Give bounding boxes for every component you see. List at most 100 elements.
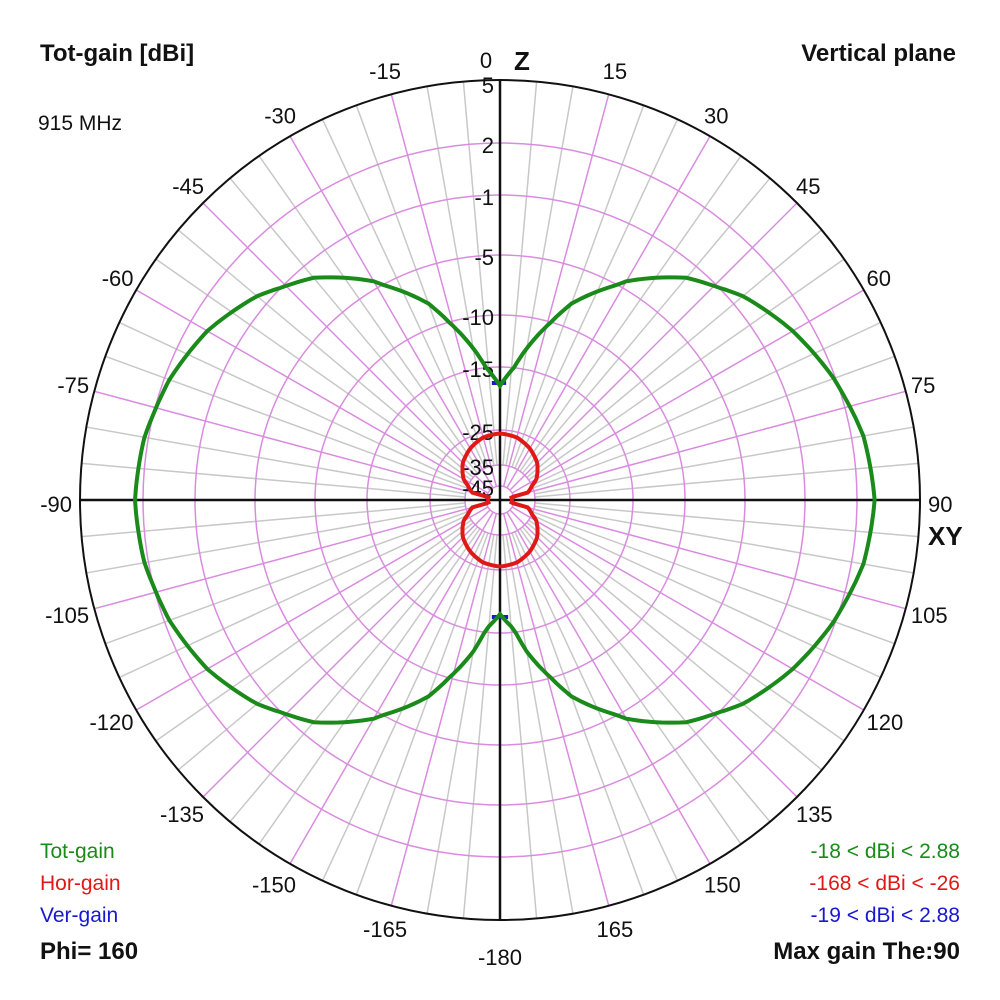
angle-label: -150 <box>252 873 296 898</box>
minor-spoke <box>531 514 881 679</box>
major-spoke <box>509 509 798 798</box>
minor-spoke <box>426 86 495 466</box>
angle-label: 30 <box>704 103 728 128</box>
angle-label: -135 <box>160 802 204 827</box>
minor-spoke <box>86 426 466 495</box>
major-spoke <box>202 509 491 798</box>
angle-label: -75 <box>57 373 89 398</box>
range-ver-gain: -19 < dBi < 2.88 <box>810 904 960 927</box>
minor-spoke <box>258 155 481 472</box>
minor-spoke <box>86 505 466 574</box>
minor-spoke <box>531 321 881 486</box>
minor-spoke <box>426 534 495 914</box>
plane-title: Vertical plane <box>801 40 956 67</box>
z-axis-tag: Z <box>514 46 530 76</box>
angle-label: 15 <box>603 59 627 84</box>
minor-spoke <box>155 519 472 742</box>
minor-spoke <box>521 177 771 474</box>
minor-spoke <box>519 155 742 472</box>
major-spoke <box>202 202 491 491</box>
angle-label: 75 <box>911 373 935 398</box>
angle-label: -15 <box>369 59 401 84</box>
minor-spoke <box>505 534 574 914</box>
major-spoke <box>511 289 865 494</box>
ring-label: -5 <box>474 245 494 270</box>
major-spoke <box>94 502 487 610</box>
minor-spoke <box>258 528 481 845</box>
minor-spoke <box>534 462 919 498</box>
ring-label: -1 <box>474 185 494 210</box>
angle-label: -45 <box>172 174 204 199</box>
minor-spoke <box>229 526 479 823</box>
major-spokes <box>94 94 906 906</box>
minor-spoke <box>105 355 468 489</box>
angle-label: -180 <box>478 945 522 970</box>
angle-label: -30 <box>264 103 296 128</box>
major-spoke <box>289 511 494 865</box>
legend-ver-gain: Ver-gain <box>40 904 119 927</box>
xy-axis-tag: XY <box>928 521 963 551</box>
chart-title: Tot-gain [dBi] <box>40 40 195 67</box>
angle-labels: 0 15 30 45 60 75 90 105 120 135 150 165 -180 -165 -150… <box>40 48 952 970</box>
major-spoke <box>390 513 498 906</box>
major-spoke <box>502 513 610 906</box>
major-spoke <box>511 506 865 711</box>
angle-label: 90 <box>928 492 952 517</box>
minor-spoke <box>81 502 466 538</box>
range-tot-gain: -18 < dBi < 2.88 <box>810 840 960 863</box>
frequency-label: 915 MHz <box>38 112 123 135</box>
angle-label: 60 <box>867 266 891 291</box>
angle-label: 120 <box>867 710 904 735</box>
max-gain-label: Max gain The:90 <box>773 938 960 965</box>
minor-spoke <box>511 532 645 895</box>
ring-label: -10 <box>462 305 494 330</box>
minor-spoke <box>177 521 474 771</box>
minor-spoke <box>229 177 479 474</box>
minor-spoke <box>177 229 474 479</box>
legend-tot-gain: Tot-gain <box>40 840 115 863</box>
legend-hor-gain: Hor-gain <box>40 872 121 895</box>
angle-label: 105 <box>911 603 948 628</box>
minor-spoke <box>155 258 472 481</box>
major-spoke <box>506 511 711 865</box>
minor-spoke <box>534 426 914 495</box>
angle-label: 0 <box>480 48 492 73</box>
minor-spoke <box>355 532 489 895</box>
major-spoke <box>513 390 906 498</box>
angle-label: 45 <box>796 174 820 199</box>
minor-spoke <box>502 534 538 919</box>
minor-spoke <box>119 514 469 679</box>
major-spoke <box>135 289 489 494</box>
range-hor-gain: -168 < dBi < -26 <box>809 872 960 895</box>
minor-spoke <box>81 462 466 498</box>
minor-spoke <box>528 258 845 481</box>
angle-label: -120 <box>89 710 133 735</box>
minor-spoke <box>534 505 914 574</box>
ring-label: 2 <box>482 133 494 158</box>
minor-spoke <box>526 229 823 479</box>
major-spoke <box>390 94 498 487</box>
minor-spoke <box>534 502 919 538</box>
hor-gain-trace <box>460 431 540 569</box>
minor-spoke <box>528 519 845 742</box>
minor-spoke <box>526 521 823 771</box>
major-spoke <box>289 135 494 489</box>
major-spoke <box>513 502 906 610</box>
angle-label: -105 <box>45 603 89 628</box>
angle-label: 165 <box>597 917 634 942</box>
minor-spoke <box>105 511 468 645</box>
minor-spoke <box>462 81 498 466</box>
ring-label: -35 <box>462 455 494 480</box>
major-spoke <box>502 94 610 487</box>
minor-spoke <box>119 321 469 486</box>
minor-spoke <box>511 105 645 468</box>
phi-label: Phi= 160 <box>40 938 139 965</box>
minor-spoke <box>505 86 574 466</box>
minor-spoke <box>519 528 742 845</box>
tot-gain-trace <box>132 275 877 725</box>
ring-label: 5 <box>482 73 494 98</box>
major-spoke <box>509 202 798 491</box>
minor-spoke <box>502 81 538 466</box>
minor-spoke <box>521 526 771 823</box>
angle-label: -90 <box>40 492 72 517</box>
